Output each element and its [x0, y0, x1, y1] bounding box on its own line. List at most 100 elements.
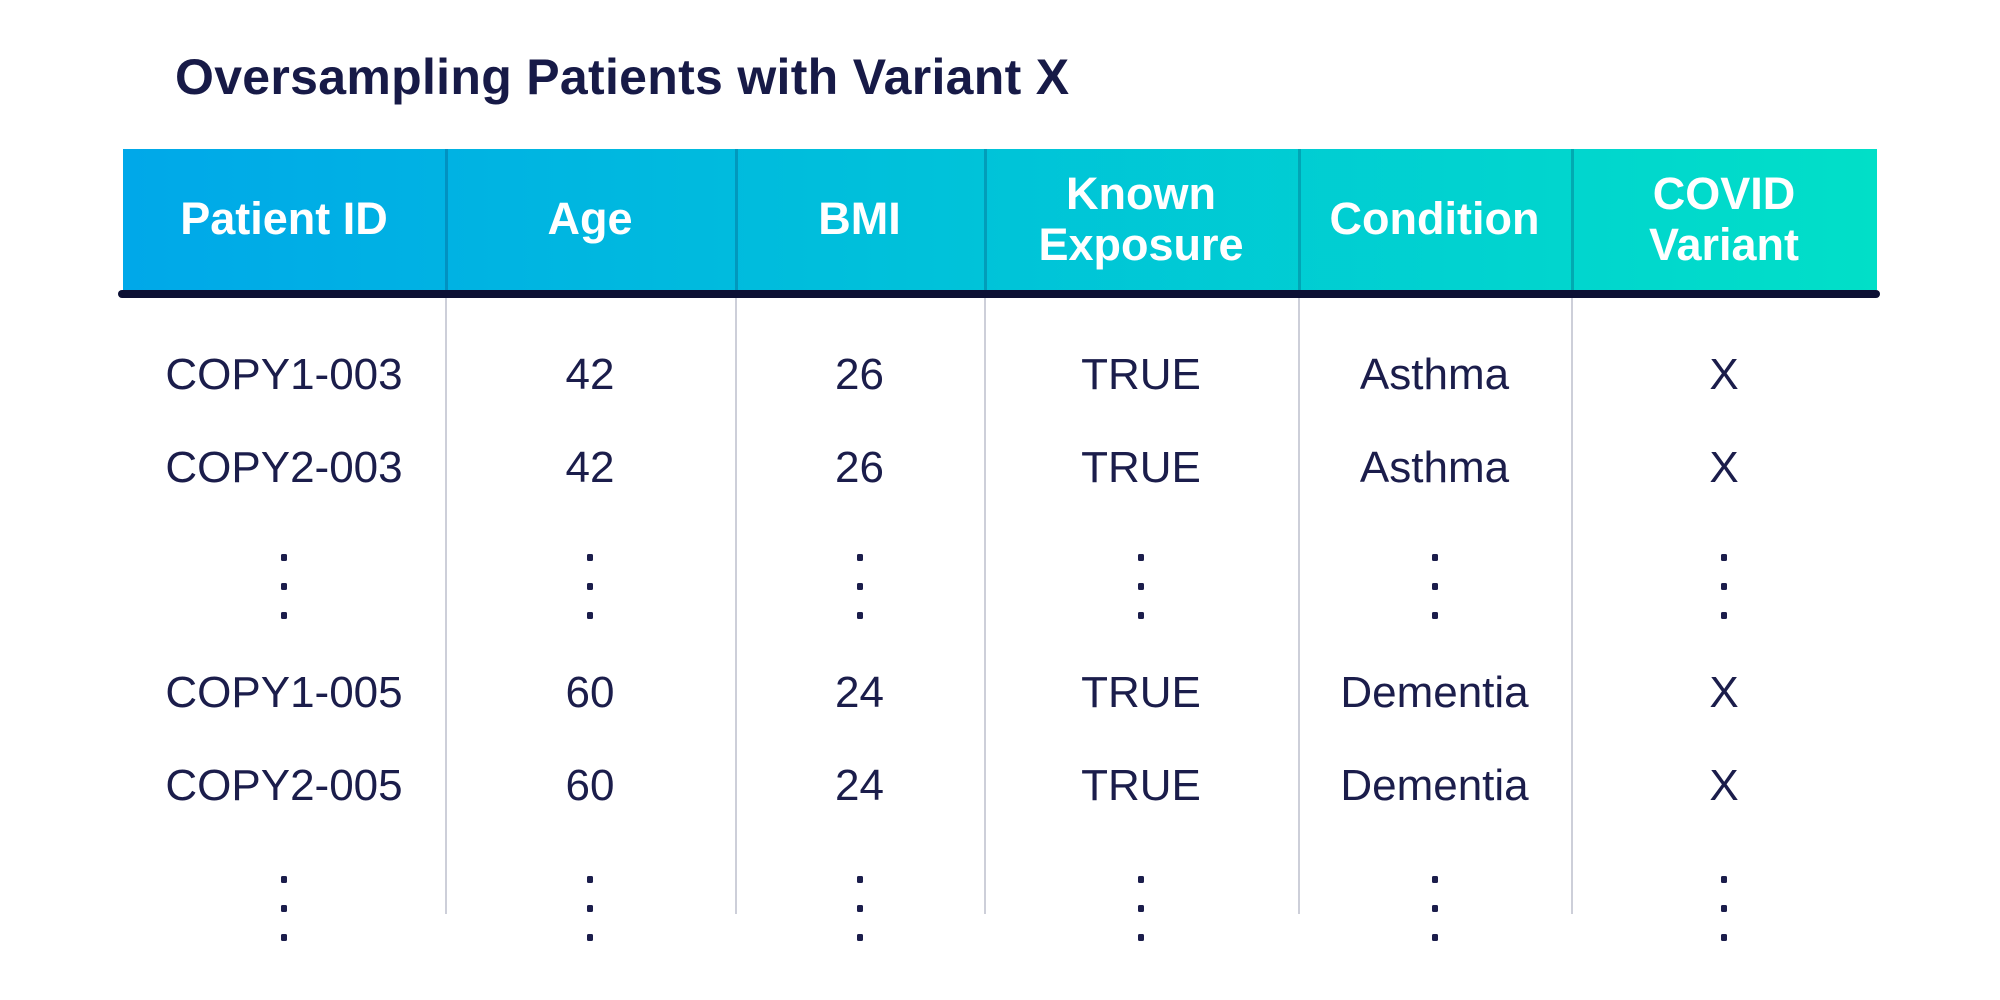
ellipsis-dot — [856, 583, 863, 590]
table-cell: 60 — [565, 760, 615, 810]
ellipsis-dot — [587, 612, 593, 619]
ellipsis-dot — [1138, 876, 1144, 883]
table-cell: COPY1-005 — [165, 667, 403, 717]
table-cell: TRUE — [1081, 667, 1201, 717]
column-header: BMI — [818, 193, 901, 245]
table-cell: 26 — [835, 442, 884, 492]
header-column-divider — [1571, 149, 1574, 290]
table-cell: Asthma — [1359, 349, 1510, 399]
vertical-ellipsis-icon — [856, 876, 863, 941]
ellipsis-dot — [281, 612, 287, 619]
vertical-ellipsis-icon — [1721, 554, 1727, 619]
ellipsis-dot — [1721, 554, 1727, 561]
header-underline — [118, 290, 1880, 298]
ellipsis-dot — [856, 612, 863, 619]
table-body: COPY1-003 42 26 TRUE Asthma X COPY2-003 42 26 TRU… — [123, 298, 1877, 1000]
table-cell: X — [1709, 667, 1739, 717]
ellipsis-dot — [587, 554, 593, 561]
column-header: Condition — [1329, 193, 1540, 245]
ellipsis-dot — [1138, 612, 1144, 619]
vertical-ellipsis-icon — [1138, 554, 1144, 619]
ellipsis-cell — [123, 876, 445, 941]
ellipsis-row — [123, 876, 1877, 941]
body-column-divider — [1298, 298, 1300, 914]
ellipsis-dot — [856, 905, 863, 912]
table-cell: Dementia — [1340, 760, 1529, 810]
ellipsis-dot — [1431, 905, 1438, 912]
table-cell: X — [1709, 760, 1739, 810]
ellipsis-cell — [735, 554, 984, 619]
ellipsis-dot — [587, 905, 593, 912]
column-header: Age — [547, 193, 633, 245]
ellipsis-cell — [445, 554, 735, 619]
header-column-divider — [1298, 149, 1301, 290]
table-row: COPY2-005 60 24 TRUE Dementia X — [123, 739, 1877, 832]
vertical-ellipsis-icon — [281, 876, 287, 941]
ellipsis-dot — [1431, 583, 1438, 590]
vertical-ellipsis-icon — [281, 554, 287, 619]
vertical-ellipsis-icon — [1138, 876, 1144, 941]
ellipsis-dot — [281, 583, 287, 590]
header-column-divider — [445, 149, 448, 290]
table-cell: Dementia — [1340, 667, 1529, 717]
ellipsis-dot — [856, 934, 863, 941]
table-cell: Asthma — [1359, 442, 1510, 492]
patient-table: Patient ID Age BMI Known Exposure Condition C… — [118, 149, 1880, 1000]
ellipsis-dot — [1721, 612, 1727, 619]
ellipsis-dot — [1138, 583, 1144, 590]
table-row: COPY1-003 42 26 TRUE Asthma X — [123, 328, 1877, 421]
body-column-divider — [984, 298, 986, 914]
body-column-divider — [735, 298, 737, 914]
ellipsis-cell — [1571, 876, 1877, 941]
column-header: COVID Variant — [1648, 168, 1800, 270]
table-cell: COPY1-003 — [165, 349, 403, 399]
ellipsis-dot — [1431, 934, 1438, 941]
vertical-ellipsis-icon — [1431, 554, 1438, 619]
table-cell: TRUE — [1081, 349, 1201, 399]
ellipsis-dot — [1431, 612, 1438, 619]
ellipsis-dot — [1721, 876, 1727, 883]
table-header-row: Patient ID Age BMI Known Exposure Condition C… — [123, 149, 1877, 290]
table-cell: 24 — [835, 760, 884, 810]
column-header: Known Exposure — [1038, 168, 1244, 270]
ellipsis-row — [123, 554, 1877, 619]
table-cell: COPY2-005 — [165, 760, 403, 810]
ellipsis-cell — [735, 876, 984, 941]
table-cell: 24 — [835, 667, 884, 717]
vertical-ellipsis-icon — [856, 554, 863, 619]
ellipsis-dot — [587, 934, 593, 941]
column-header: Patient ID — [180, 193, 388, 245]
ellipsis-cell — [1298, 554, 1571, 619]
table-row: COPY1-005 60 24 TRUE Dementia X — [123, 646, 1877, 739]
ellipsis-dot — [281, 554, 287, 561]
table-cell: TRUE — [1081, 442, 1201, 492]
body-column-divider — [445, 298, 447, 914]
ellipsis-dot — [281, 934, 287, 941]
ellipsis-dot — [281, 905, 287, 912]
ellipsis-dot — [856, 554, 863, 561]
table-cell: 26 — [835, 349, 884, 399]
header-column-divider — [735, 149, 738, 290]
header-column-divider — [984, 149, 987, 290]
ellipsis-dot — [1721, 583, 1727, 590]
ellipsis-dot — [856, 876, 863, 883]
vertical-ellipsis-icon — [587, 554, 593, 619]
table-cell: 42 — [565, 442, 615, 492]
ellipsis-cell — [1571, 554, 1877, 619]
ellipsis-dot — [281, 876, 287, 883]
ellipsis-dot — [1721, 934, 1727, 941]
ellipsis-cell — [984, 554, 1298, 619]
ellipsis-dot — [1431, 876, 1438, 883]
ellipsis-dot — [1431, 554, 1438, 561]
ellipsis-cell — [984, 876, 1298, 941]
table-cell: COPY2-003 — [165, 442, 403, 492]
ellipsis-dot — [587, 583, 593, 590]
ellipsis-dot — [1138, 905, 1144, 912]
ellipsis-cell — [123, 554, 445, 619]
table-cell: X — [1709, 349, 1739, 399]
vertical-ellipsis-icon — [1431, 876, 1438, 941]
table-cell: 60 — [565, 667, 615, 717]
ellipsis-cell — [1298, 876, 1571, 941]
ellipsis-dot — [587, 876, 593, 883]
